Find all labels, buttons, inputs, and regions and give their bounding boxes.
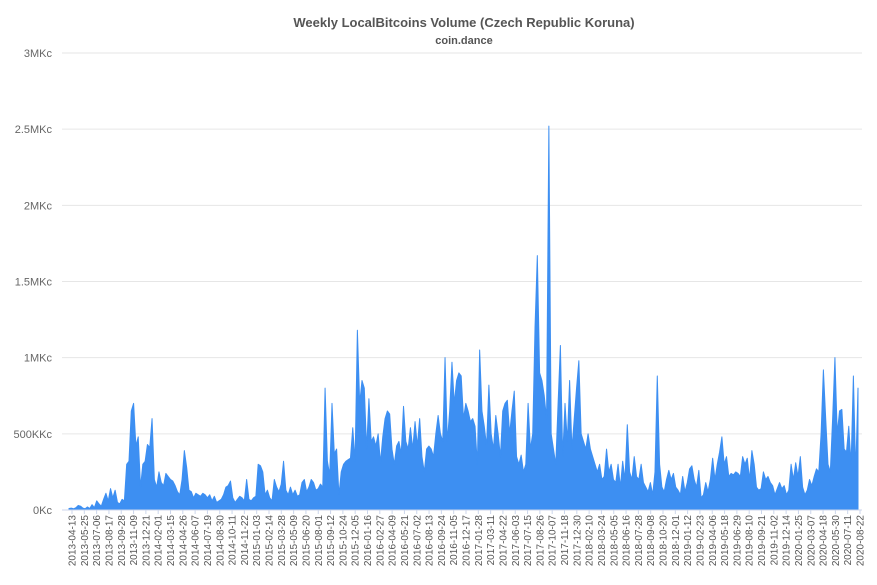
x-tick-label: 2020-04-18 [819,515,830,567]
x-tick-label: 2016-08-13 [425,515,436,567]
x-tick-label: 2015-09-12 [326,515,337,567]
y-tick-label: 2MKc [24,200,53,212]
x-tick-label: 2014-03-15 [166,515,177,567]
x-tick-label: 2019-08-10 [745,515,756,567]
x-tick-label: 2017-12-30 [572,515,583,567]
x-tick-label: 2020-05-30 [831,515,842,567]
x-tick-label: 2018-05-05 [609,515,620,567]
x-tick-label: 2013-07-06 [92,515,103,567]
chart-title: Weekly LocalBitcoins Volume (Czech Repub… [293,15,634,30]
x-tick-label: 2017-07-15 [523,515,534,567]
x-tick-label: 2014-10-11 [228,515,239,566]
x-tick-label: 2020-08-22 [856,515,867,567]
x-tick-label: 2019-06-29 [732,515,743,567]
x-tick-label: 2016-01-16 [363,515,374,567]
x-tick-label: 2018-09-08 [646,515,657,567]
x-tick-label: 2017-03-11 [486,515,497,566]
x-tick-label: 2016-02-27 [375,515,386,567]
x-tick-label: 2017-08-26 [535,515,546,567]
x-tick-label: 2019-02-23 [695,515,706,567]
x-tick-label: 2016-12-17 [462,515,473,567]
x-tick-label: 2018-03-24 [597,515,608,567]
x-tick-label: 2019-01-12 [683,515,694,567]
y-tick-label: 500KKc [13,429,52,441]
x-tick-label: 2016-09-24 [437,515,448,567]
x-tick-label: 2015-08-01 [314,515,325,567]
x-tick-label: 2016-04-09 [388,515,399,567]
x-tick-label: 2018-06-16 [622,515,633,567]
x-tick-label: 2013-11-09 [129,515,140,566]
x-tick-label: 2015-10-24 [338,515,349,567]
x-tick-label: 2018-12-01 [671,515,682,567]
x-tick-label: 2019-12-14 [782,515,793,567]
y-tick-label: 2.5MKc [15,124,53,136]
x-tick-label: 2017-06-03 [511,515,522,567]
x-tick-label: 2019-04-06 [708,515,719,567]
x-tick-label: 2013-09-28 [117,515,128,567]
x-tick-label: 2014-11-22 [240,515,251,566]
y-axis-ticks: 0Kc 500KKc 1MKc 1.5MKc 2MKc 2.5MKc 3MKc [13,48,52,517]
volume-area [68,125,859,511]
x-tick-label: 2015-02-14 [265,515,276,567]
x-tick-label: 2014-06-07 [191,515,202,567]
x-tick-label: 2016-11-05 [449,515,460,566]
x-tick-label: 2019-05-18 [720,515,731,567]
x-tick-label: 2014-07-19 [203,515,214,567]
y-tick-label: 1.5MKc [15,277,53,289]
x-axis-ticks: 2013-04-13 2013-05-25 2013-07-06 2013-08-17… [68,510,867,566]
x-tick-label: 2017-04-22 [498,515,509,567]
x-tick-label: 2019-09-21 [757,515,768,567]
y-tick-label: 3MKc [24,48,53,60]
x-tick-label: 2015-05-09 [289,515,300,567]
y-tick-label: 0Kc [33,505,52,517]
y-tick-label: 1MKc [24,353,53,365]
x-tick-label: 2020-03-07 [806,515,817,567]
x-tick-label: 2017-11-18 [560,515,571,566]
x-tick-label: 2015-01-03 [252,515,263,567]
x-tick-label: 2016-07-02 [412,515,423,567]
x-tick-label: 2016-05-21 [400,515,411,567]
x-tick-label: 2019-11-02 [769,515,780,566]
x-tick-label: 2013-04-13 [68,515,79,567]
x-tick-label: 2018-02-10 [585,515,596,567]
x-tick-label: 2018-07-28 [634,515,645,567]
x-tick-label: 2020-07-11 [843,515,854,566]
x-tick-label: 2015-03-28 [277,515,288,567]
x-tick-label: 2014-02-01 [154,515,165,567]
x-tick-label: 2014-04-26 [178,515,189,567]
x-tick-label: 2013-05-25 [80,515,91,567]
x-tick-label: 2020-01-25 [794,515,805,567]
x-tick-label: 2017-10-07 [548,515,559,567]
x-tick-label: 2013-08-17 [104,515,115,567]
x-tick-label: 2017-01-28 [474,515,485,567]
grid-lines [62,52,862,435]
x-tick-label: 2015-12-05 [351,515,362,567]
series-area [68,125,859,511]
chart-subtitle: coin.dance [435,35,492,47]
x-tick-label: 2013-12-21 [141,515,152,567]
x-tick-label: 2015-06-20 [301,515,312,567]
x-tick-label: 2014-08-30 [215,515,226,567]
x-tick-label: 2018-10-20 [659,515,670,567]
